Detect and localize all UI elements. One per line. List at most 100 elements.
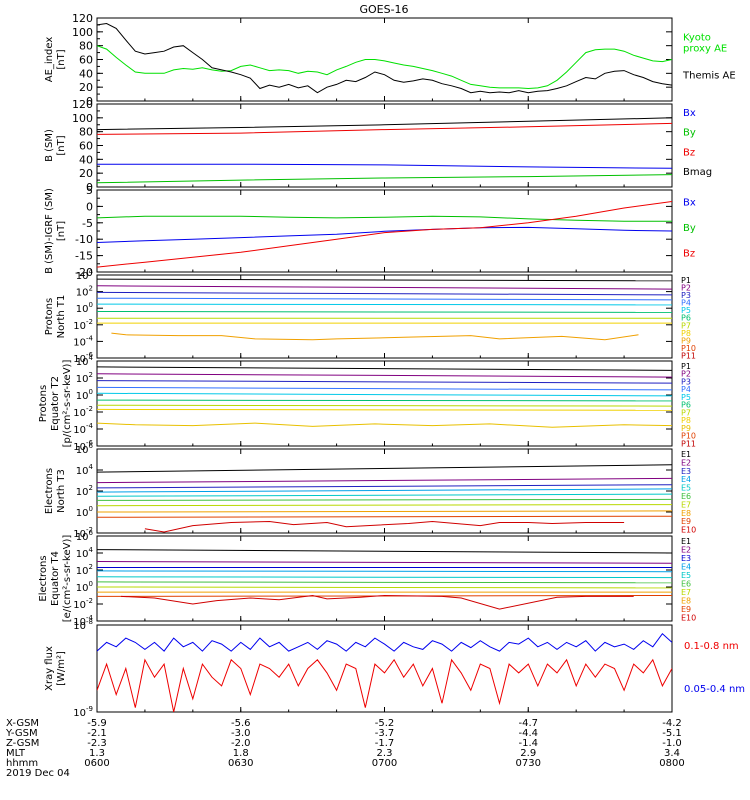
y-tick-label: -5 <box>82 217 93 230</box>
date-label: 2019 Dec 04 <box>6 768 70 779</box>
series-line-p4 <box>97 297 672 301</box>
series-line-p9 <box>111 332 639 341</box>
series-line-themis-ae <box>97 22 672 94</box>
y-tick-label: 10-6 <box>73 439 93 453</box>
y-tick-label: 60 <box>79 140 93 153</box>
x-row-value: -2.3 <box>87 738 107 749</box>
x-row-value: 2.3 <box>377 748 393 759</box>
y-axis-label: Protons <box>38 385 49 422</box>
y-tick-label: 80 <box>79 40 93 53</box>
legend-entry: Themis AE <box>682 70 736 81</box>
y-tick-label: 5 <box>86 184 93 197</box>
panel-frame <box>96 535 673 622</box>
y-tick-label: 100 <box>76 301 93 315</box>
y-tick-label: 102 <box>76 285 93 299</box>
y-axis-label: B (SM)-IGRF (SM) <box>44 188 55 274</box>
legend-entry: Bmag <box>683 167 712 178</box>
y-tick-label: 40 <box>79 67 93 80</box>
panel-frame <box>96 17 673 102</box>
series-line-bz <box>97 201 672 268</box>
y-tick-label: 10-2 <box>73 526 93 540</box>
legend-entry: Kyoto <box>683 33 711 44</box>
series-line-e6 <box>97 498 672 501</box>
legend-entry: E2 <box>681 546 691 555</box>
legend-entry: P9 <box>681 336 691 345</box>
series-line-p5 <box>97 392 672 397</box>
series-line-bx <box>97 163 672 169</box>
x-row-value: -5.1 <box>662 728 682 739</box>
legend-entry: P10 <box>681 432 696 441</box>
legend-entry: P7 <box>681 321 691 330</box>
y-axis-label: Equator T4 <box>50 551 61 606</box>
legend-entry: proxy AE <box>683 44 727 55</box>
y-tick-label: 10-4 <box>73 614 93 628</box>
x-row-value: -4.4 <box>518 728 538 739</box>
y-tick-label: 102 <box>76 563 93 577</box>
y-tick-label: 100 <box>76 388 93 402</box>
legend-entry: P2 <box>681 370 691 379</box>
legend-entry: P1 <box>681 362 691 371</box>
series-line-e9 <box>97 515 672 518</box>
series-line-e6 <box>97 581 672 584</box>
y-tick-label: 120 <box>72 98 93 111</box>
x-row-value: -2.1 <box>87 728 107 739</box>
y-axis-label: Electrons <box>38 555 49 601</box>
series-line-p2 <box>97 285 672 290</box>
x-row-label: hhmm <box>6 758 38 769</box>
x-row-value: 0630 <box>228 758 253 769</box>
y-tick-label: 100 <box>72 26 93 39</box>
y-axis-label: Protons <box>44 298 55 335</box>
y-axis-label: [nT] <box>56 135 67 155</box>
legend-entry: P11 <box>681 351 696 360</box>
legend-entry: P8 <box>681 416 691 425</box>
legend-entry: 0.1-0.8 nm <box>684 641 739 652</box>
y-tick-label: 106 <box>76 529 94 543</box>
x-row-label: X-GSM <box>6 718 39 729</box>
x-row-value: -4.2 <box>662 718 682 729</box>
panel-protE: 10-6 10-4 10-2 100 102 104 Protons Equator T2 [p… <box>38 354 696 453</box>
series-line-p4 <box>97 386 672 391</box>
legend-entry: E7 <box>681 588 691 597</box>
legend-entry: P7 <box>681 408 691 417</box>
x-row-value: 2.9 <box>520 748 536 759</box>
series-line-p3 <box>97 380 672 384</box>
y-tick-label: 40 <box>79 153 93 166</box>
x-row-label: MLT <box>6 748 26 759</box>
series-line-bmag <box>97 117 672 131</box>
series-line-e10 <box>120 594 634 610</box>
y-tick-label: 20 <box>79 81 93 94</box>
legend-entry: P1 <box>681 276 691 285</box>
y-tick-label: 10-2 <box>73 405 93 419</box>
legend-entry: Bz <box>683 249 695 260</box>
legend-entry: E10 <box>681 526 696 535</box>
series-line-by <box>97 174 672 184</box>
legend-entry: E7 <box>681 500 691 509</box>
y-tick-label: -15 <box>75 250 93 263</box>
y-tick-label: 10-2 <box>73 597 93 611</box>
y-tick-label: 20 <box>79 167 93 180</box>
x-row-label: Z-GSM <box>6 738 39 749</box>
series-line-e2 <box>97 477 672 484</box>
x-row-value: 0800 <box>659 758 684 769</box>
legend-entry: P3 <box>681 291 691 300</box>
y-tick-label: -10 <box>75 233 93 246</box>
series-line-e2 <box>97 561 672 564</box>
series-line-p7 <box>97 404 672 407</box>
y-tick-label: 10-6 <box>73 351 93 365</box>
series-line-e5 <box>97 493 672 497</box>
x-row-value: 0700 <box>372 758 397 769</box>
series-line-e7 <box>97 586 672 589</box>
y-axis-label: Xray flux <box>44 646 55 691</box>
y-tick-label: 104 <box>76 268 94 282</box>
series-line-by <box>97 215 672 222</box>
x-row-label: Y-GSM <box>5 728 38 739</box>
legend-entry: E5 <box>681 571 691 580</box>
series-line-p5 <box>97 303 672 306</box>
series-line-e8 <box>97 510 672 513</box>
x-row-value: 0600 <box>84 758 109 769</box>
series-line-p1 <box>97 278 672 282</box>
y-axis-label: North T3 <box>56 469 67 513</box>
